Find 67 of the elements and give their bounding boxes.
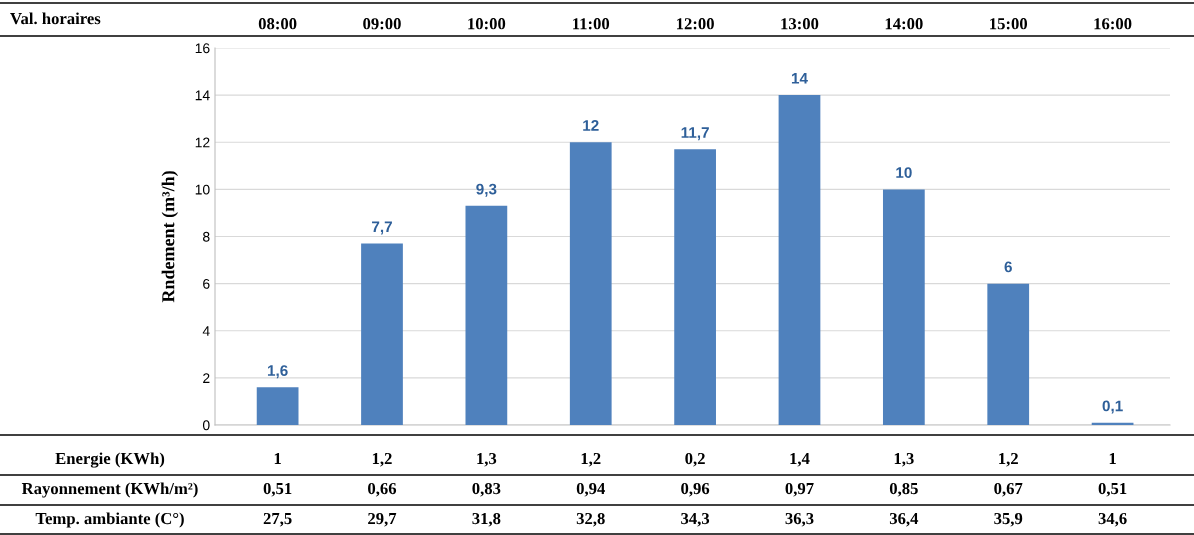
- text: 0,51: [1098, 482, 1127, 497]
- text: 0,66: [368, 482, 397, 497]
- bar: [882, 189, 925, 425]
- y-tick-label: 0: [202, 420, 210, 431]
- bar: [674, 149, 716, 425]
- text: 27,5: [263, 512, 292, 527]
- text: 0,67: [994, 482, 1023, 497]
- text: 1,2: [999, 452, 1018, 467]
- bar: [569, 142, 612, 425]
- data-label: 10: [896, 167, 912, 179]
- text: 34,6: [1098, 512, 1127, 527]
- data-label: 9,3: [476, 183, 497, 197]
- bar: [987, 283, 1030, 425]
- text: Temp. ambiante (C°): [35, 512, 184, 528]
- y-tick-label: 2: [203, 373, 210, 383]
- text: 1: [1109, 453, 1116, 465]
- text: Energie (KWh): [55, 452, 165, 468]
- text: 1,4: [790, 453, 810, 467]
- x-tick-label: 12:00: [677, 18, 714, 30]
- x-tick-label: 14:00: [885, 18, 923, 30]
- text: Rayonnement (KWh/m²): [21, 482, 198, 498]
- text: 29,7: [368, 512, 397, 527]
- text: 35,9: [994, 512, 1023, 527]
- x-tick-label: 13:00: [781, 18, 819, 30]
- text: 0,94: [576, 482, 606, 497]
- bar: [256, 387, 299, 425]
- y-tick-label: 14: [195, 90, 210, 101]
- text: 1,3: [477, 452, 497, 467]
- y-tick-label: 10: [195, 184, 210, 195]
- text: 36,3: [785, 512, 814, 527]
- text: 0,97: [785, 482, 814, 497]
- text: 1,3: [894, 452, 914, 467]
- bar: [465, 205, 508, 425]
- x-tick-label: 08:00: [258, 18, 297, 30]
- x-tick-label: 10:00: [468, 18, 506, 30]
- text: 0,2: [685, 452, 705, 467]
- data-label: 1,6: [267, 365, 288, 379]
- x-tick-label: 16:00: [1094, 18, 1132, 30]
- text: 0,96: [681, 482, 710, 497]
- y-axis-title: Rndement (m³/h): [161, 171, 179, 303]
- text: 0,83: [472, 482, 501, 497]
- text: 0,85: [889, 482, 918, 497]
- data-label: 12: [583, 120, 599, 131]
- data-label: 11,7: [681, 127, 709, 141]
- y-tick-label: 8: [203, 231, 210, 242]
- text: 34,3: [681, 512, 710, 527]
- y-tick-label: 4: [202, 326, 210, 336]
- text: 1: [274, 453, 281, 465]
- x-tick-label: 11:00: [573, 18, 610, 30]
- text: 31,8: [472, 512, 501, 527]
- data-label: 14: [791, 73, 808, 84]
- text: 36,4: [889, 512, 919, 527]
- y-tick-label: 16: [195, 43, 210, 54]
- y-tick-label: 12: [195, 137, 210, 148]
- text: 1,2: [372, 452, 392, 467]
- text: 0,51: [263, 482, 292, 497]
- bar: [361, 243, 403, 425]
- data-label: 7,7: [372, 221, 392, 235]
- y-tick-label: 6: [203, 278, 210, 289]
- data-label: 0,1: [1102, 400, 1123, 414]
- x-tick-label: 15:00: [990, 18, 1028, 30]
- data-label: 6: [1004, 261, 1012, 273]
- text: Val. horaires: [10, 12, 101, 25]
- x-tick-label: 09:00: [363, 18, 401, 30]
- bar: [778, 95, 821, 425]
- text: 32,8: [576, 512, 605, 527]
- text: 1,2: [581, 452, 601, 467]
